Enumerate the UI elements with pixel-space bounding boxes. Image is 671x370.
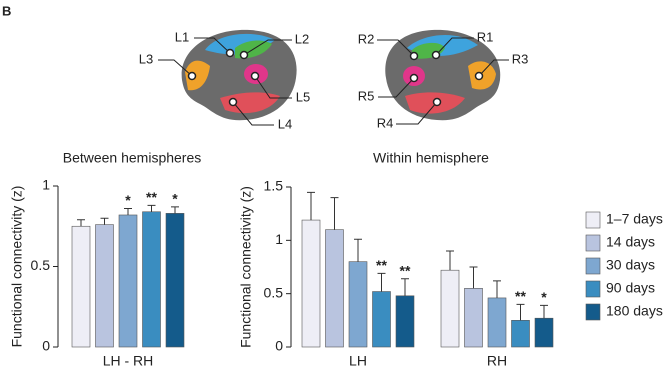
region-label: L1: [175, 29, 189, 44]
error-bar: [171, 206, 179, 214]
significance: **: [515, 288, 526, 304]
y-tick-label: 1: [42, 177, 50, 193]
significance: **: [400, 262, 411, 278]
error-bar: [330, 197, 339, 230]
error-bar: [516, 303, 525, 321]
region-label: L2: [295, 31, 309, 46]
leaders: [158, 37, 509, 126]
legend-label: 90 days: [606, 280, 655, 296]
legend-label: 180 days: [606, 303, 663, 319]
y-axis-label: Functional connectivity (z): [238, 186, 254, 348]
error-bar: [493, 280, 501, 298]
significance: *: [125, 192, 131, 208]
region-label: R2: [358, 31, 375, 46]
bar: [325, 229, 344, 348]
legend-swatch: [585, 303, 601, 321]
error-bar: [354, 238, 362, 262]
bar: [95, 224, 114, 348]
bar: [71, 225, 91, 348]
x-tick-label: LH - RH: [103, 353, 154, 369]
y-tick-label: 1: [275, 231, 283, 247]
x-tick-label: LH: [349, 353, 367, 369]
legend-label: 30 days: [606, 257, 655, 273]
region-label: R4: [377, 115, 394, 130]
significance: *: [541, 289, 547, 305]
region-dots: [187, 48, 484, 107]
legend-swatch: [585, 211, 601, 229]
bar: [395, 295, 415, 348]
error-bar: [446, 250, 454, 271]
bar: [511, 320, 530, 348]
error-bar: [469, 266, 478, 289]
error-bar: [124, 208, 132, 215]
bar: [487, 297, 507, 348]
bar: [348, 261, 368, 348]
region-label: L4: [278, 116, 292, 131]
bar: [464, 288, 483, 348]
legend-swatch: [585, 280, 601, 298]
panel-label: B: [2, 3, 11, 18]
y-axis-label: Functional connectivity (z): [9, 186, 25, 348]
error-bar: [377, 272, 386, 292]
chart-title: Within hemisphere: [373, 150, 489, 166]
bar: [118, 214, 138, 348]
bar: [372, 291, 391, 348]
region-label: L3: [139, 51, 153, 66]
bar: [534, 317, 554, 348]
x-tick-label: RH: [487, 353, 507, 369]
left-brain: [181, 29, 297, 121]
bar: [301, 219, 321, 348]
y-tick-label: 1.5: [264, 178, 284, 194]
chart-title: Between hemispheres: [63, 150, 202, 166]
legend-label: 14 days: [606, 234, 655, 250]
error-bar: [100, 217, 109, 225]
y-tick-label: 0: [42, 338, 50, 354]
bar: [165, 213, 185, 348]
error-bar: [77, 219, 85, 227]
y-tick-label: 0: [275, 338, 283, 354]
legend-swatch: [585, 234, 601, 252]
region-label: R3: [512, 51, 529, 66]
bar: [142, 211, 161, 348]
y-tick-label: 0.5: [264, 284, 284, 300]
legend-label: 1–7 days: [606, 211, 663, 227]
error-bar: [307, 191, 315, 221]
bar: [440, 269, 460, 348]
error-bar: [401, 278, 409, 296]
region-label: L5: [296, 89, 310, 104]
significance: **: [376, 257, 387, 273]
legend-swatch: [585, 257, 601, 275]
error-bar: [540, 304, 548, 319]
y-tick-label: 0.5: [31, 257, 51, 273]
significance: *: [172, 191, 178, 207]
region-label: R5: [358, 88, 375, 103]
error-bar: [147, 204, 156, 212]
region-label: R1: [477, 29, 494, 44]
significance: **: [146, 189, 157, 205]
